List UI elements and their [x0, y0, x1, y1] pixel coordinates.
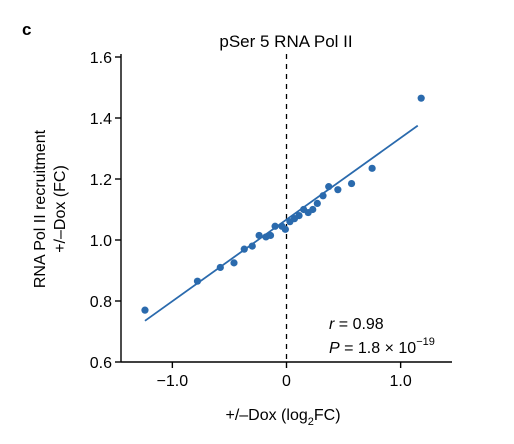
p-symbol: P	[329, 340, 340, 357]
data-point	[309, 205, 317, 214]
data-point	[281, 225, 289, 233]
data-point	[325, 183, 333, 191]
data-point	[193, 277, 202, 285]
data-point	[313, 199, 321, 207]
data-point	[319, 192, 327, 200]
data-point	[334, 186, 342, 194]
data-point	[141, 306, 149, 314]
data-point	[368, 164, 376, 172]
panel-label: c	[22, 20, 31, 39]
correlation-stat: r = 0.98	[329, 316, 384, 333]
y-axis-label-line2: +/–Dox (FC)	[52, 165, 69, 253]
y-tick-label: 1.4	[90, 111, 112, 128]
x-tick-label: −1.0	[157, 373, 189, 390]
x-axis-label-subscript: 2	[308, 416, 314, 428]
data-point	[347, 179, 356, 188]
x-axis-label: +/–Dox (log2FC)	[225, 407, 340, 428]
data-point	[230, 259, 238, 267]
r-value: = 0.98	[334, 316, 383, 333]
y-tick-label: 1.2	[90, 172, 112, 189]
y-axis-label-line1: RNA Pol II recruitment	[32, 129, 49, 288]
x-axis-label-suffix: FC)	[314, 407, 341, 424]
data-point	[240, 245, 248, 253]
r-symbol: r	[329, 316, 335, 333]
p-exponent: −19	[416, 336, 435, 348]
data-point	[255, 231, 263, 240]
x-tick-label: 1.0	[390, 373, 412, 390]
x-axis-label-prefix: +/–Dox (log	[225, 407, 307, 424]
y-tick-label: 0.8	[90, 294, 112, 311]
y-tick-label: 1.0	[90, 233, 112, 250]
data-point	[295, 212, 303, 220]
p-value-stat: P = 1.8 × 10−19	[329, 336, 435, 357]
data-point	[417, 94, 425, 102]
y-tick-label: 1.6	[90, 50, 112, 67]
chart-title: pSer 5 RNA Pol II	[219, 32, 352, 51]
y-axis-label: RNA Pol II recruitment +/–Dox (FC)	[32, 129, 69, 288]
y-tick-label: 0.6	[90, 355, 112, 372]
axes: 0.6 0.8 1.0 1.2 1.4 1.6 −1.0 0 1.0	[90, 50, 452, 390]
data-point	[271, 222, 279, 230]
data-point	[248, 242, 256, 250]
data-point	[266, 231, 275, 240]
data-point	[216, 263, 224, 272]
p-value: = 1.8 × 10	[340, 340, 417, 357]
x-tick-label: 0	[282, 373, 291, 390]
data-points	[141, 94, 425, 314]
